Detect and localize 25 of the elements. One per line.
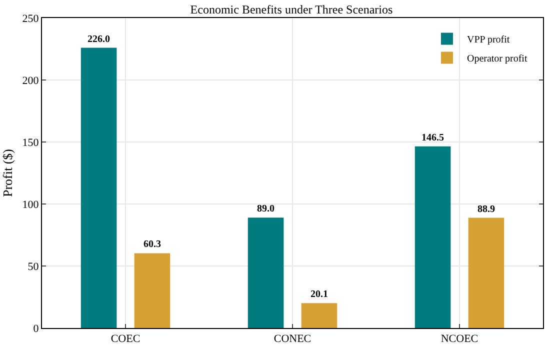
legend-label: VPP profit	[466, 34, 510, 46]
data-label: 20.1	[310, 289, 328, 300]
data-label: 89.0	[257, 204, 275, 215]
y-tick-label: 0	[33, 322, 40, 335]
y-tick-label: 100	[22, 198, 40, 211]
bar	[248, 218, 284, 328]
y-axis-title: Profit ($)	[0, 148, 16, 198]
bar	[134, 253, 170, 328]
x-tick-label: CONEC	[274, 333, 312, 346]
y-tick-label: 50	[28, 260, 40, 273]
x-tick-label: COEC	[110, 333, 140, 346]
bar	[301, 303, 338, 328]
data-label: 226.0	[88, 34, 110, 45]
data-label: 88.9	[477, 204, 495, 215]
bar	[80, 48, 117, 328]
y-tick-label: 150	[22, 136, 40, 149]
data-label: 146.5	[422, 132, 444, 144]
bar	[414, 146, 451, 328]
y-tick-label: 200	[22, 74, 40, 87]
bar	[468, 218, 504, 328]
data-label: 60.3	[143, 239, 161, 250]
y-tick-label: 250	[22, 12, 40, 25]
x-tick-label: NCOEC	[440, 333, 478, 346]
chart-title: Economic Benefits under Three Scenarios	[190, 2, 394, 17]
legend-label: Operator profit	[466, 54, 528, 65]
